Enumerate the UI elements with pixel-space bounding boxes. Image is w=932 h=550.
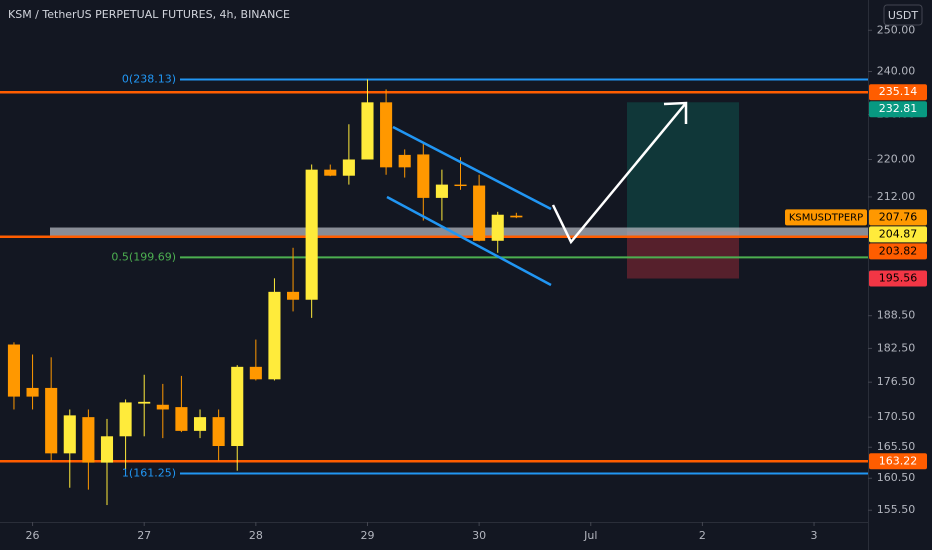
price-tag-label: 195.56: [879, 272, 918, 285]
candle-body: [342, 159, 355, 176]
price-tag: [869, 84, 927, 101]
price-tag-label: 235.14: [879, 85, 918, 98]
x-tick-label: 30: [472, 529, 486, 542]
y-tick-label: 176.50: [877, 375, 916, 388]
candle-body: [193, 417, 207, 431]
y-tick-label: 165.50: [877, 440, 916, 453]
y-tick-label: 212.00: [877, 190, 916, 203]
symbol-tag: [785, 209, 867, 226]
y-tick-label: 220.00: [877, 152, 916, 165]
target-zone: [627, 102, 739, 232]
fib-label: 0(238.13): [122, 72, 176, 85]
fib-label: 1(161.25): [122, 467, 176, 480]
candle-body: [156, 404, 169, 410]
symbol-tag-label: KSMUSDTPERP: [789, 212, 863, 223]
price-tag-label: 203.82: [879, 244, 918, 257]
stop-zone: [627, 231, 739, 279]
candle-body: [324, 169, 337, 176]
candle-body: [435, 184, 448, 198]
price-tag: [869, 243, 927, 260]
candle-body: [249, 366, 262, 380]
candle-body: [417, 154, 430, 198]
price-tag: [869, 101, 927, 118]
price-tag-label: 204.87: [879, 227, 918, 240]
x-tick-label: 27: [137, 529, 151, 542]
y-tick-label: 182.50: [877, 341, 916, 354]
candle-body: [491, 214, 504, 241]
channel-bottom: [386, 195, 552, 287]
candle-body: [361, 102, 374, 160]
y-tick-label: 188.50: [877, 309, 916, 322]
candle-body: [268, 291, 281, 380]
x-tick-label: 2: [699, 529, 706, 542]
candle-body: [287, 291, 300, 300]
candle-body: [82, 417, 95, 463]
chart-title: KSM / TetherUS PERPETUAL FUTURES, 4h, BI…: [8, 8, 290, 21]
x-tick-label: 28: [249, 529, 263, 542]
candle-body: [380, 102, 393, 168]
y-tick-label: 160.50: [877, 471, 916, 484]
projection-arrow: [551, 102, 687, 245]
drawings: [386, 101, 688, 287]
candle-body: [175, 407, 188, 431]
candle-body: [7, 344, 21, 397]
candle-body: [119, 402, 132, 437]
y-tick-label: 240.00: [877, 65, 916, 78]
arrow-head: [663, 101, 688, 124]
y-tick-label: 250.00: [877, 23, 916, 36]
x-tick-label: 3: [811, 529, 818, 542]
x-tick-label: 29: [360, 529, 374, 542]
candle-body: [510, 215, 523, 218]
candle-body: [45, 387, 58, 454]
channel-top: [392, 125, 552, 211]
candle-body: [26, 387, 39, 397]
price-tag: [869, 209, 927, 226]
candle-body: [212, 417, 225, 447]
price-tag: [869, 226, 927, 243]
fib-label: 0.5(199.69): [111, 250, 176, 263]
candle-body: [454, 184, 467, 187]
candle-body: [473, 185, 486, 241]
candle-body: [100, 436, 114, 463]
price-tag: [869, 270, 927, 287]
entry-band: [50, 227, 868, 236]
candle-body: [138, 401, 151, 404]
currency: USDT: [888, 9, 919, 22]
candle-body: [305, 169, 318, 300]
y-tick-label: 155.50: [877, 503, 916, 516]
x-tick-label: Jul: [583, 529, 597, 542]
candle-body: [63, 415, 76, 454]
currency-box[interactable]: [883, 4, 923, 26]
y-tick-label: 170.50: [877, 410, 916, 423]
price-tag-label: 232.81: [879, 102, 918, 115]
candle-body: [231, 366, 244, 447]
candle-body: [398, 154, 411, 168]
price-tag: [869, 453, 927, 470]
price-tag-label: 207.76: [879, 210, 918, 223]
price-tag-label: 163.22: [879, 454, 918, 467]
x-tick-label: 26: [26, 529, 40, 542]
